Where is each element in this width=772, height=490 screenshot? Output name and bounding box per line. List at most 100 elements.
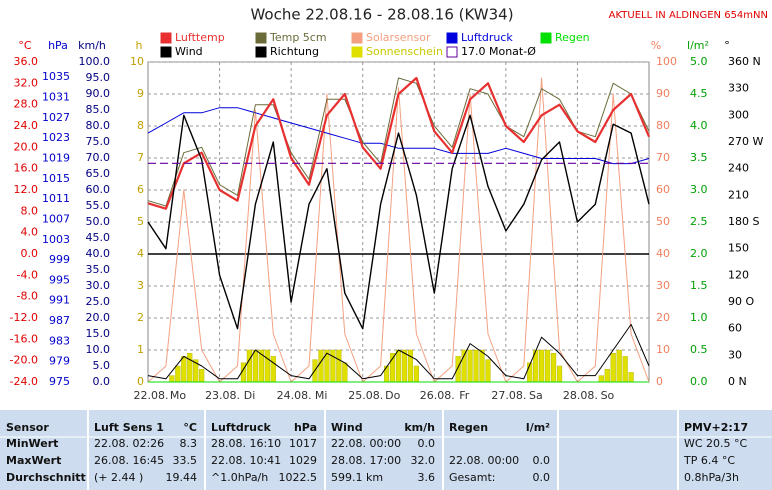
y-tick-label: 3.5 <box>690 151 708 164</box>
weekday-label: Mo <box>170 389 186 402</box>
x-tick-label: 24.08. <box>277 389 312 402</box>
table-cell-value: 1029 <box>289 454 317 467</box>
legend-swatch <box>351 32 363 44</box>
series-line <box>147 114 650 330</box>
sunshine-bar <box>473 349 479 383</box>
y-tick-label: 28.0 <box>14 98 39 111</box>
table-row-label: MinWert <box>6 437 58 450</box>
sunshine-bar <box>628 372 634 383</box>
axis-unit: hPa <box>48 39 68 52</box>
table-cell: ^1.0hPa/h <box>211 471 268 484</box>
y-tick-label: 4.0 <box>690 119 708 132</box>
table-background <box>0 410 772 490</box>
table-cell-value: 1022.5 <box>279 471 318 484</box>
table-cell-value: 32.0 <box>411 454 436 467</box>
sunshine-bar <box>270 356 276 383</box>
sunshine-bar <box>181 356 187 383</box>
y-tick-label: 4.5 <box>690 87 708 100</box>
y-tick-label: -20.0 <box>10 354 38 367</box>
y-tick-label: 0 <box>137 375 144 388</box>
legend-label: Lufttemp <box>175 31 225 44</box>
y-tick-label: 1031 <box>42 91 70 104</box>
weekday-label: Di <box>244 389 256 402</box>
y-tick-label: 24.0 <box>14 119 39 132</box>
y-tick-label: 20 <box>656 311 670 324</box>
legend-label: Sonnenschein <box>366 45 443 58</box>
table-cell-value: 8.3 <box>180 437 198 450</box>
y-tick-label: 100.0 <box>79 55 111 68</box>
y-tick-label: 0 N <box>728 375 747 388</box>
y-tick-label: 80 <box>656 119 670 132</box>
axis-unit: % <box>651 39 661 52</box>
y-tick-label: 40.0 <box>86 247 111 260</box>
y-tick-label: 300 <box>728 108 749 121</box>
y-tick-label: 20.0 <box>14 140 39 153</box>
legend-label: Wind <box>175 45 203 58</box>
y-tick-label: 35.0 <box>86 263 111 276</box>
sunshine-bar <box>539 349 545 383</box>
y-tick-label: 65.0 <box>86 167 111 180</box>
sunshine-bar <box>455 356 461 383</box>
y-tick-label: 90.0 <box>86 87 111 100</box>
y-tick-label: 40 <box>656 247 670 260</box>
y-tick-label: 8 <box>137 119 144 132</box>
y-tick-label: 16.0 <box>14 162 39 175</box>
sunshine-bar <box>545 349 551 383</box>
y-tick-label: 983 <box>49 334 70 347</box>
legend-label: Temp 5cm <box>269 31 327 44</box>
x-tick-label: 27.08. <box>491 389 526 402</box>
table-cell-value: 1017 <box>289 437 317 450</box>
sunshine-bar <box>598 375 604 383</box>
y-tick-label: 36.0 <box>14 55 39 68</box>
series-line <box>147 76 651 210</box>
legend-swatch <box>446 46 458 58</box>
y-tick-label: 90 O <box>728 295 754 308</box>
y-tick-label: 9 <box>137 87 144 100</box>
table-cell: Gesamt: <box>449 471 496 484</box>
legend-swatch <box>255 46 267 58</box>
y-tick-label: 60.0 <box>86 183 111 196</box>
table-pmv: TP 6.4 °C <box>683 454 735 467</box>
y-tick-label: 999 <box>49 253 70 266</box>
y-tick-label: 30 <box>656 279 670 292</box>
sunshine-bar <box>264 349 270 383</box>
y-tick-label: 4 <box>137 247 144 260</box>
y-tick-label: -12.0 <box>10 311 38 324</box>
legend-label: Solarsensor <box>366 31 431 44</box>
table-row-label: MaxWert <box>6 454 61 467</box>
sunshine-bar <box>610 353 616 383</box>
y-tick-label: 50.0 <box>86 215 111 228</box>
sunshine-bar <box>550 353 557 383</box>
y-tick-label: 330 <box>728 82 749 95</box>
y-tick-label: 8.0 <box>21 204 39 217</box>
table-header: Luftdruck <box>211 421 272 434</box>
plot-area <box>147 61 650 383</box>
weekday-label: Mi <box>315 389 328 402</box>
y-tick-label: 25.0 <box>86 295 111 308</box>
y-tick-label: 1.5 <box>690 279 708 292</box>
table-header-unit: km/h <box>404 421 435 434</box>
y-tick-label: 180 S <box>728 215 759 228</box>
y-tick-label: 10 <box>656 343 670 356</box>
table-cell: (+ 2.44 ) <box>94 471 143 484</box>
y-tick-label: -16.0 <box>10 332 38 345</box>
y-tick-label: 70 <box>656 151 670 164</box>
sunshine-bar <box>616 349 622 383</box>
axis-unit: ° <box>724 39 730 52</box>
y-tick-label: 5.0 <box>690 55 708 68</box>
x-tick-label: 26.08. <box>420 389 455 402</box>
y-tick-label: 30.0 <box>86 279 111 292</box>
y-tick-label: 0.0 <box>93 375 111 388</box>
table-header-unit: °C <box>183 421 197 434</box>
y-tick-label: 1015 <box>42 172 70 185</box>
y-tick-label: 30 <box>728 348 742 361</box>
table-cell-value: 0.0 <box>533 454 551 467</box>
sunshine-bar <box>318 349 324 383</box>
sunshine-bar <box>175 365 181 383</box>
table-cell-value: 33.5 <box>173 454 198 467</box>
legend-swatch <box>540 32 552 44</box>
series-line <box>147 323 650 380</box>
sunshine-bar <box>556 365 563 383</box>
weekday-label: Do <box>385 389 400 402</box>
table-cell: 22.08. 02:26 <box>94 437 164 450</box>
